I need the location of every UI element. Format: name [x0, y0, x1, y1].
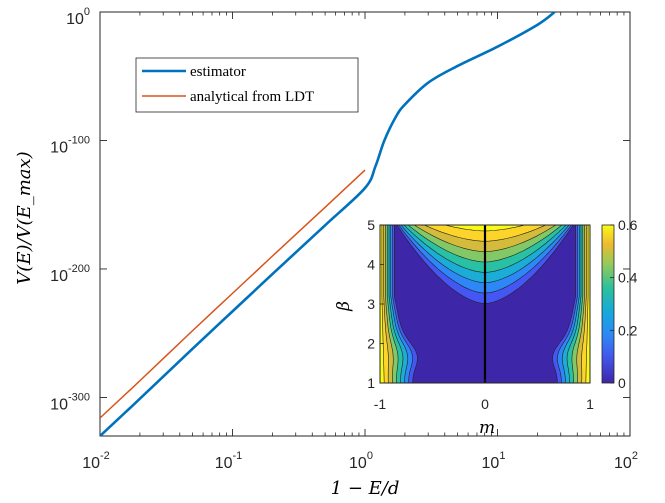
inset-x-tick-label: 0 [481, 396, 489, 412]
legend: estimator analytical from LDT [135, 57, 359, 113]
inset-y-tick-label: 3 [367, 296, 375, 312]
y-tick-label: 10-200 [50, 263, 90, 285]
y-tick-label: 10-100 [50, 134, 90, 156]
inset-contours [380, 225, 590, 383]
inset-y-tick-label: 1 [367, 375, 375, 391]
colorbar-tick-label: 0 [618, 375, 626, 391]
colorbar-tick-label: 0.4 [618, 270, 638, 286]
y-tick-label: 10-300 [50, 391, 90, 413]
x-tick-label: 101 [482, 450, 506, 472]
colorbar-tick-label: 0.2 [618, 322, 638, 338]
inset-y-tick-label: 5 [367, 217, 375, 233]
contour-band-right [585, 225, 590, 383]
colorbar [601, 224, 615, 384]
inset-y-tick-label: 2 [367, 336, 375, 352]
main-ticks [99, 11, 631, 436]
inset-y-tick-label: 4 [367, 257, 375, 273]
colorbar-tick-label: 0.6 [618, 217, 638, 233]
colorbar-ticks: 0 0.2 0.4 0.6 [610, 217, 638, 391]
inset-x-tick-label: -1 [374, 396, 387, 412]
main-series [100, 12, 556, 436]
inset-ticks: -1 0 1 1 2 3 4 5 [367, 217, 594, 412]
series-line-estimator [100, 12, 556, 436]
x-tick-label: 10-2 [82, 450, 110, 472]
y-tick-label: 100 [66, 6, 90, 28]
legend-label-analytical: analytical from LDT [190, 89, 314, 105]
inset-x-tick-label: 1 [586, 396, 594, 412]
inset-x-label: m [479, 418, 495, 438]
x-axis-label: 1 − E/d [331, 478, 400, 499]
y-axis-label: V(E)/V(E_max) [14, 151, 35, 284]
x-tick-label: 10-1 [215, 450, 243, 472]
legend-label-estimator: estimator [190, 64, 246, 80]
x-tick-label: 100 [349, 450, 373, 472]
inset-heatmap: -1 0 1 1 2 3 4 5 m β 0 0.2 0.4 0.6 [334, 217, 638, 438]
series-line-analytical [100, 169, 366, 419]
x-tick-label: 102 [614, 450, 638, 472]
legend-box [135, 57, 359, 113]
contour-bands-right [552, 225, 590, 383]
inset-y-label: β [334, 301, 354, 312]
